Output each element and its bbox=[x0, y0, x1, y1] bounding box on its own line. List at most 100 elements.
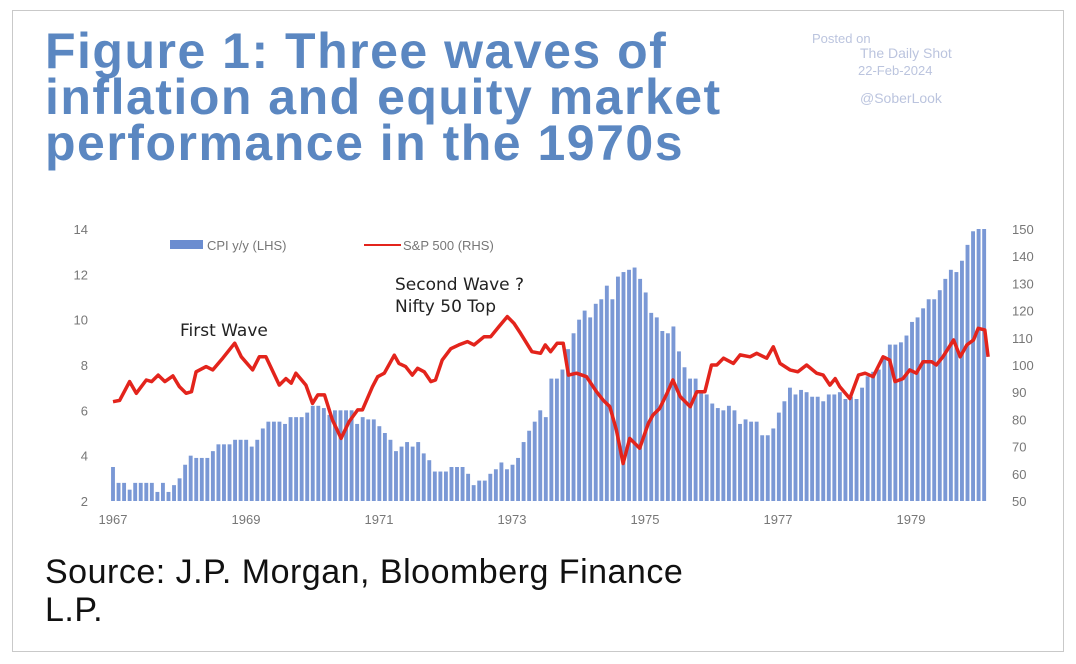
cpi-bar bbox=[260, 428, 265, 501]
cpi-bar bbox=[321, 408, 326, 501]
cpi-bar bbox=[438, 471, 443, 501]
cpi-bar bbox=[482, 480, 487, 501]
cpi-bar bbox=[882, 355, 887, 501]
right-axis-tick: 50 bbox=[1012, 494, 1026, 509]
cpi-bar bbox=[266, 421, 271, 501]
cpi-bar bbox=[138, 482, 143, 501]
cpi-bar bbox=[477, 480, 482, 501]
cpi-bar bbox=[349, 410, 354, 501]
cpi-bar bbox=[627, 269, 631, 501]
cpi-bar bbox=[188, 455, 193, 501]
cpi-bar bbox=[116, 482, 121, 501]
cpi-bar bbox=[338, 410, 343, 501]
cpi-bar bbox=[538, 410, 543, 501]
cpi-bar bbox=[127, 489, 132, 501]
cpi-bar bbox=[665, 333, 670, 501]
cpi-bar bbox=[965, 244, 970, 501]
cpi-bar bbox=[210, 451, 215, 501]
cpi-bar bbox=[810, 396, 815, 501]
cpi-bar bbox=[904, 335, 909, 501]
annotation-nifty-50: Nifty 50 Top bbox=[395, 297, 496, 317]
left-axis-tick: 6 bbox=[81, 403, 88, 418]
cpi-bar bbox=[443, 471, 448, 501]
cpi-bar bbox=[455, 467, 459, 501]
legend-cpi-swatch bbox=[170, 240, 203, 249]
cpi-bar bbox=[399, 446, 404, 501]
cpi-bar bbox=[632, 267, 637, 501]
right-axis-tick: 100 bbox=[1012, 358, 1034, 373]
cpi-bar bbox=[294, 417, 299, 501]
cpi-bar bbox=[782, 401, 787, 501]
cpi-bar bbox=[532, 421, 537, 501]
cpi-bar bbox=[510, 464, 515, 501]
cpi-bar bbox=[693, 378, 698, 501]
cpi-bar bbox=[865, 376, 870, 501]
title-line-2: inflation and equity market bbox=[45, 69, 722, 125]
cpi-bar bbox=[227, 444, 232, 501]
cpi-bar bbox=[432, 471, 437, 501]
x-axis-ticks: 1967 1969 1971 1973 1975 1977 1979 bbox=[99, 512, 926, 527]
cpi-bar bbox=[155, 491, 160, 501]
left-axis-tick: 2 bbox=[81, 494, 88, 509]
cpi-bar bbox=[410, 446, 415, 501]
cpi-bar bbox=[366, 419, 371, 501]
cpi-bar bbox=[943, 278, 948, 501]
cpi-bar bbox=[377, 426, 382, 501]
left-axis-tick: 8 bbox=[81, 358, 88, 373]
source-note: Source: J.P. Morgan, Bloomberg Finance L… bbox=[45, 553, 683, 629]
cpi-bar bbox=[760, 435, 765, 501]
cpi-bar bbox=[327, 414, 332, 501]
cpi-bar bbox=[488, 473, 493, 501]
cpi-bar bbox=[682, 367, 687, 501]
left-axis-tick: 14 bbox=[74, 222, 88, 237]
cpi-bar bbox=[183, 464, 188, 501]
left-axis-tick: 12 bbox=[74, 267, 88, 282]
cpi-bar bbox=[521, 442, 526, 501]
legend-sp500-label: S&P 500 (RHS) bbox=[403, 238, 494, 253]
cpi-bar bbox=[505, 469, 509, 501]
left-axis-ticks: 2 4 6 8 10 12 14 bbox=[74, 222, 88, 509]
cpi-bar bbox=[527, 430, 532, 501]
cpi-bar bbox=[233, 439, 238, 501]
cpi-bar bbox=[715, 408, 720, 501]
cpi-bar bbox=[238, 439, 243, 501]
cpi-bar bbox=[721, 410, 726, 501]
cpi-bar bbox=[160, 482, 165, 501]
cpi-bar bbox=[954, 272, 959, 501]
cpi-bar bbox=[149, 482, 154, 501]
cpi-bar bbox=[554, 378, 559, 501]
x-axis-tick: 1973 bbox=[498, 512, 527, 527]
figure-frame bbox=[12, 10, 1064, 652]
cpi-bar bbox=[283, 423, 287, 501]
cpi-bar bbox=[471, 485, 476, 501]
cpi-bar bbox=[177, 478, 182, 501]
cpi-bar bbox=[582, 310, 587, 501]
right-axis-tick: 150 bbox=[1012, 222, 1034, 237]
cpi-bar bbox=[871, 371, 876, 501]
cpi-bar bbox=[571, 333, 576, 501]
source-line-2: L.P. bbox=[45, 591, 104, 629]
cpi-bar bbox=[416, 442, 421, 501]
cpi-bar bbox=[249, 446, 254, 501]
cpi-bar bbox=[604, 285, 609, 501]
cpi-bar bbox=[499, 462, 504, 501]
cpi-bar bbox=[921, 308, 926, 501]
x-axis-tick: 1967 bbox=[99, 512, 128, 527]
cpi-bar bbox=[299, 417, 304, 501]
annotation-first-wave: First Wave bbox=[180, 321, 268, 341]
right-axis-tick: 90 bbox=[1012, 385, 1026, 400]
cpi-bar bbox=[199, 457, 204, 501]
cpi-bar bbox=[427, 460, 432, 501]
annotation-second-wave: Second Wave ? bbox=[395, 275, 524, 295]
cpi-bar bbox=[849, 396, 853, 501]
right-axis-tick: 70 bbox=[1012, 440, 1026, 455]
x-axis-tick: 1971 bbox=[365, 512, 394, 527]
cpi-bar bbox=[310, 405, 315, 501]
cpi-bar bbox=[710, 403, 715, 501]
cpi-bar bbox=[516, 457, 520, 501]
cpi-bar bbox=[394, 451, 398, 501]
cpi-bars bbox=[111, 229, 987, 501]
cpi-bar bbox=[876, 369, 881, 501]
cpi-bar bbox=[460, 467, 465, 501]
